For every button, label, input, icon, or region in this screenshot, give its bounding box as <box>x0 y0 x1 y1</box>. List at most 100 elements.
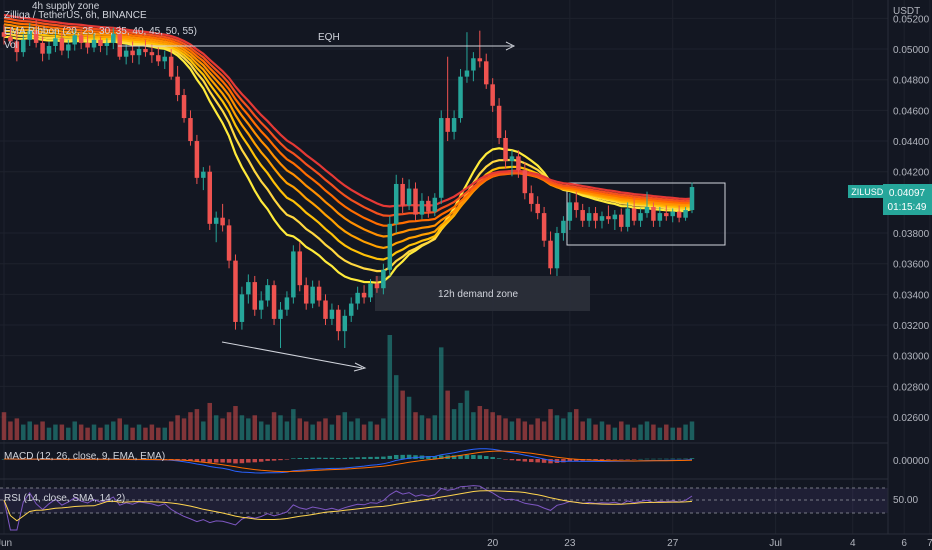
volume-bar <box>580 421 585 440</box>
rsi-axis-value: 50.00 <box>893 495 918 506</box>
time-tick-label: Jul <box>769 538 782 549</box>
volume-bar <box>21 424 26 440</box>
candle <box>413 188 418 215</box>
macd-histogram-bar <box>175 459 180 460</box>
price-axis[interactable]: USDT 0.05200 0.05000 0.04800 0.04600 0.04400… <box>848 0 932 534</box>
macd-histogram-bar <box>676 458 682 460</box>
volume-bar <box>393 375 399 440</box>
macd-histogram-bar <box>619 459 624 460</box>
volume-bar <box>40 421 45 440</box>
volume-bar <box>329 424 335 440</box>
symbol-tag-text: ZILUSDT <box>851 187 889 197</box>
macd-histogram-bar <box>432 456 438 459</box>
macd-histogram-bar <box>606 459 611 460</box>
candle <box>220 217 225 226</box>
candle <box>72 35 77 45</box>
macd-histogram-bar <box>342 457 348 459</box>
macd-histogram-bar <box>181 459 187 461</box>
macd-histogram-bar <box>168 459 174 460</box>
volume-bar <box>104 424 110 440</box>
volume-bar <box>175 415 180 440</box>
macd-histogram-bar <box>374 456 380 459</box>
macd-histogram-bar <box>297 457 303 459</box>
price-tick-label: 0.03000 <box>893 352 930 363</box>
candle <box>445 118 450 132</box>
time-tick-label: 27 <box>667 538 679 549</box>
candle <box>516 156 521 171</box>
volume-bar <box>46 427 52 440</box>
macd-histogram-bar <box>207 459 213 463</box>
candle <box>207 171 213 224</box>
zones-layer: 12h demand zone <box>375 182 726 311</box>
candle <box>226 225 232 261</box>
macd-histogram-bar <box>689 458 695 459</box>
candle <box>451 118 457 132</box>
bar-countdown: 01:15:49 <box>888 202 927 213</box>
volume-bar <box>336 415 341 440</box>
macd-histogram-bar <box>464 454 470 459</box>
volume-bar <box>111 421 116 440</box>
macd-histogram-bar <box>329 457 335 459</box>
candle <box>303 285 309 304</box>
volume-bar <box>413 412 418 440</box>
currency-label: USDT <box>893 6 920 17</box>
volume-bar <box>509 421 515 440</box>
volume-bar <box>445 390 450 440</box>
candle <box>201 171 206 178</box>
symbol-label: Zilliqa / TetherUS, 6h, BINANCE <box>4 10 147 21</box>
candle <box>657 213 663 221</box>
volume-bar <box>651 424 656 440</box>
volume-bar <box>117 418 122 440</box>
volume-bar <box>207 402 213 440</box>
volume-bar <box>464 390 470 440</box>
candle <box>606 216 611 220</box>
last-price-tag <box>883 184 932 215</box>
candle <box>374 283 380 289</box>
ema-ribbon-label: EMA Ribbon (20, 25, 30, 35, 40, 45, 50, … <box>4 26 197 37</box>
volume-bar <box>348 421 354 440</box>
candle <box>567 202 573 221</box>
candle <box>554 233 560 269</box>
volume-bar <box>8 421 13 440</box>
volume-bar <box>490 412 495 440</box>
candle <box>683 210 688 218</box>
demand-zone-box <box>375 276 590 311</box>
candle <box>310 286 315 304</box>
grid <box>0 0 931 534</box>
candle <box>670 211 675 217</box>
volume-bar <box>496 415 502 440</box>
volume-bar <box>406 396 412 440</box>
macd-histogram-bar <box>509 459 515 461</box>
macd-histogram-bar <box>541 459 547 463</box>
candle <box>561 220 566 234</box>
volume-bar <box>226 412 232 440</box>
candle <box>297 251 303 286</box>
volume-bar <box>554 415 560 440</box>
candle <box>246 282 251 295</box>
candle <box>265 285 270 301</box>
time-axis[interactable]: Jun691316202327Jul47111417 <box>0 533 932 549</box>
volume-bar <box>239 415 245 440</box>
candle <box>130 50 135 56</box>
volume-bars <box>1 335 695 440</box>
macd-histogram-bar <box>599 459 605 460</box>
macd-histogram-bar <box>387 455 393 459</box>
volume-bar <box>683 424 688 440</box>
candle <box>117 33 122 57</box>
volume-bar <box>638 424 643 440</box>
macd-histogram-bar <box>483 456 489 459</box>
volume-bar <box>529 424 534 440</box>
time-tick-label: Jun <box>0 538 12 549</box>
macd-histogram-bar <box>201 459 206 462</box>
candle <box>529 193 534 204</box>
volume-bar <box>426 418 431 440</box>
macd-histogram-bar <box>400 454 405 459</box>
candle <box>393 183 399 224</box>
volume-bar <box>387 335 393 440</box>
consolidation-box <box>566 182 726 246</box>
candle <box>175 76 180 96</box>
price-tick-label: 0.04200 <box>893 168 930 179</box>
volume-bar <box>606 424 611 440</box>
